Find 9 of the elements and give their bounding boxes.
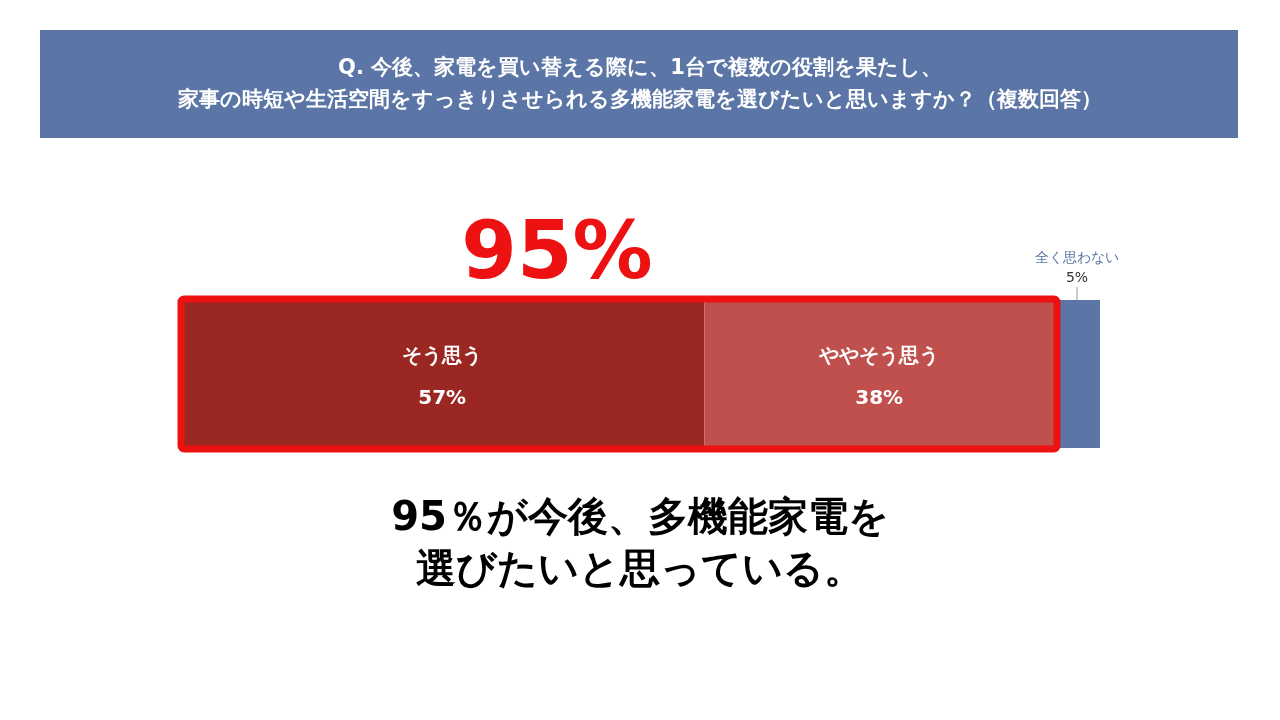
text: 95％が今後、多機能家電を選びたいと思っている。 bbox=[391, 493, 889, 591]
series-label: ややそう思う bbox=[818, 343, 940, 367]
chart-title: Q. 今後、家電を買い替える際に、1台で複数の役割を果たし、家事の時短や生活空間をすっきりさせられる多機能家電を選びたいと思いますか？（複数回答） bbox=[177, 55, 1102, 111]
text: 95% bbox=[461, 204, 653, 297]
data-label: 38% bbox=[855, 385, 904, 409]
data-label: 5% bbox=[1065, 269, 1089, 285]
data-label: 57% bbox=[418, 385, 467, 409]
text: 全く思わない bbox=[1035, 249, 1119, 265]
series-label: そう思う bbox=[402, 343, 483, 367]
